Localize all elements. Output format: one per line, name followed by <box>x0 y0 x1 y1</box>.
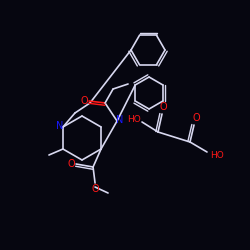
Text: HO: HO <box>210 150 224 160</box>
Text: N: N <box>56 121 64 131</box>
Text: HO: HO <box>127 114 141 124</box>
Text: O: O <box>192 113 200 123</box>
Text: N: N <box>116 115 124 125</box>
Text: O: O <box>80 96 88 106</box>
Text: O: O <box>91 184 99 194</box>
Text: O: O <box>67 159 75 169</box>
Text: O: O <box>159 102 167 112</box>
